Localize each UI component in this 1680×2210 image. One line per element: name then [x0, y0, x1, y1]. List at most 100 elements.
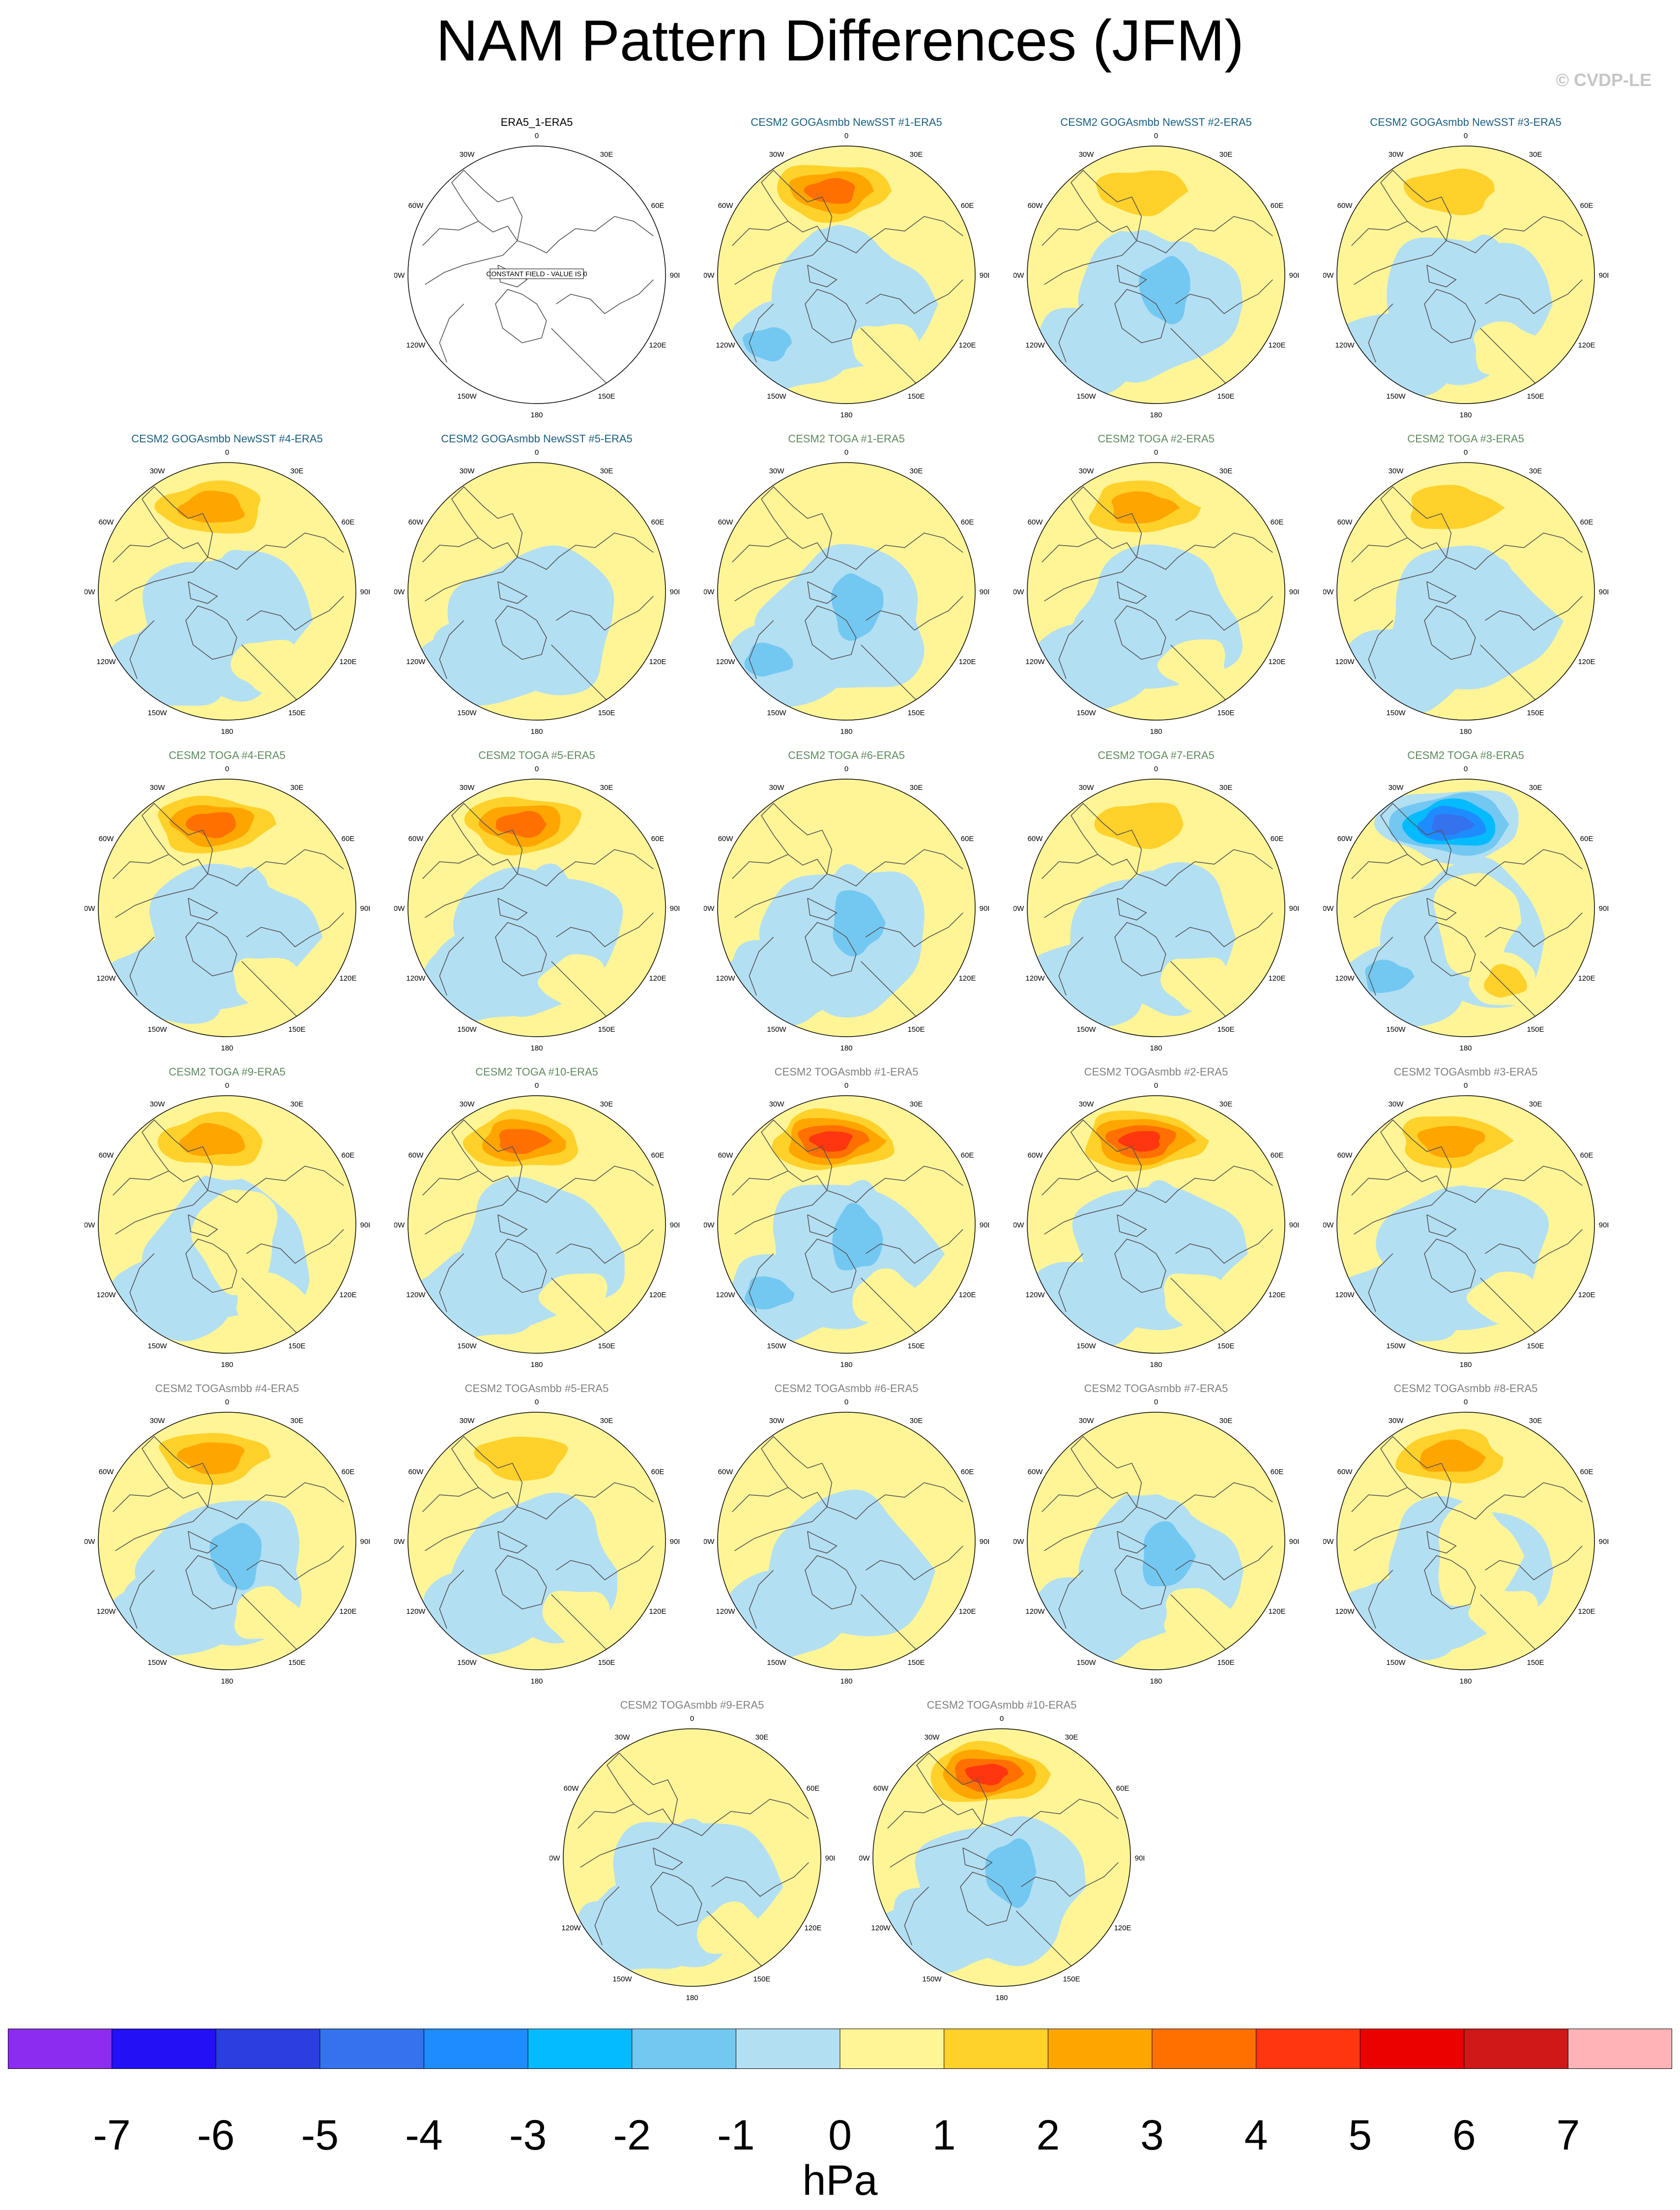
longitude-label: 60E: [651, 1151, 665, 1160]
longitude-label: 60E: [961, 1151, 974, 1160]
longitude-label: 30E: [910, 467, 923, 475]
longitude-label: 60E: [1580, 518, 1593, 526]
longitude-label: 30W: [769, 1417, 785, 1425]
coastline: [805, 605, 857, 660]
polar-center-level-1: [1127, 1180, 1210, 1291]
colorbar-swatch: [1568, 2029, 1672, 2068]
longitude-label: 150W: [457, 1342, 477, 1350]
coastline: [517, 849, 654, 887]
longitude-label: 30W: [1079, 150, 1095, 159]
longitude-label: 150E: [598, 1342, 615, 1350]
longitude-label: 150W: [147, 709, 167, 717]
longitude-label: 120W: [716, 658, 735, 666]
coastline: [1351, 1170, 1447, 1235]
longitude-label: 150E: [598, 709, 615, 717]
longitude-label: 30E: [290, 467, 304, 475]
longitude-label: 60E: [1116, 1784, 1130, 1793]
coastline: [1042, 1487, 1137, 1551]
coastline: [451, 486, 523, 557]
longitude-label: 150E: [1217, 1025, 1234, 1034]
map-panel: CESM2 TOGAsmbb #5-ERA5 180 150E 120E 90E 60E 3…: [394, 1382, 679, 1689]
longitude-label: 150W: [767, 1025, 786, 1034]
longitude-label: 120E: [1578, 1291, 1595, 1299]
coastline: [1114, 605, 1166, 660]
longitude-label: 180: [530, 1044, 543, 1052]
longitude-label: 60W: [718, 518, 734, 526]
longitude-label: 0: [1464, 448, 1468, 457]
coastline: [188, 898, 218, 921]
longitude-label: 30E: [1529, 1417, 1542, 1425]
longitude-label: 120W: [1025, 658, 1045, 666]
longitude-label: 90W: [85, 904, 95, 913]
longitude-label: 30W: [1389, 150, 1404, 159]
longitude-label: 150E: [1527, 1342, 1544, 1350]
longitude-label: 90E: [1599, 1538, 1608, 1546]
map-panel: CESM2 GOGAsmbb NewSST #2-ERA5 180 150E 120E…: [1014, 116, 1299, 423]
map-panel: CESM2 TOGAsmbb #6-ERA5 180 150E 120E 90E 60E 3…: [704, 1382, 989, 1689]
coastline: [1446, 1165, 1583, 1203]
pacific-center-level-1: [759, 788, 909, 864]
longitude-label: 120W: [406, 658, 426, 666]
longitude-label: 60E: [342, 518, 355, 526]
longitude-label: 90E: [670, 904, 679, 913]
coastline: [861, 961, 920, 1020]
coastline: [749, 1570, 774, 1629]
longitude-label: 30E: [600, 467, 613, 475]
coastline: [517, 1165, 654, 1203]
coastline: [246, 1229, 344, 1264]
longitude-label: 90E: [980, 1538, 989, 1546]
coastline: [805, 1555, 857, 1610]
coastline: [556, 1229, 654, 1264]
atlantic-center-level-2: [1365, 960, 1415, 993]
coastline: [1368, 1253, 1393, 1312]
coastline: [1368, 936, 1393, 996]
credit-watermark: © CVDP-LE: [1556, 70, 1651, 90]
longitude-label: 120W: [406, 974, 426, 983]
coastline: [1426, 898, 1457, 921]
coastline: [1170, 1594, 1229, 1653]
colorbar-tick-label: 2: [1036, 2112, 1060, 2159]
coastline: [1058, 1570, 1084, 1629]
longitude-label: 0: [225, 1081, 229, 1090]
coastline: [188, 1214, 218, 1237]
coastline: [606, 1752, 678, 1824]
longitude-label: 90W: [859, 1854, 870, 1862]
map-border: [717, 1095, 976, 1354]
longitude-label: 180: [1459, 1044, 1472, 1052]
longitude-label: 180: [840, 1361, 852, 1369]
coastline: [1424, 922, 1476, 977]
coastline: [1175, 279, 1273, 315]
longitude-label: 150W: [147, 1025, 167, 1034]
eurasia-center-level-1: [538, 954, 608, 1007]
longitude-label: 60W: [99, 518, 115, 526]
coastline: [1368, 303, 1393, 363]
longitude-label: 90W: [1323, 1221, 1334, 1229]
coastline: [578, 1803, 673, 1868]
longitude-label: 90W: [85, 1538, 95, 1546]
longitude-label: 30W: [460, 1100, 475, 1108]
pacific-center-level-2: [1403, 168, 1495, 215]
longitude-label: 150W: [1386, 1658, 1406, 1667]
pacific-center-level-2: [1096, 170, 1188, 216]
longitude-label: 120W: [561, 1924, 581, 1932]
longitude-label: 90E: [980, 1221, 989, 1229]
coastline: [653, 1847, 683, 1870]
coastline: [861, 328, 920, 387]
colorbar-tick-label: 6: [1452, 2112, 1476, 2159]
polar-center-level-1: [1128, 871, 1215, 978]
coastline: [497, 1214, 528, 1237]
longitude-label: 150E: [288, 1342, 305, 1350]
coastline: [1136, 532, 1273, 570]
longitude-label: 180: [530, 727, 543, 736]
coastline: [495, 605, 547, 660]
polar-map: 180 150E 120E 90E 60E 30E 0 30W 60W 90W 120W 150W: [85, 448, 370, 736]
map-panel: CESM2 TOGA #3-ERA5 180 150E 120E 90E 60E 30E 0 3…: [1323, 433, 1608, 739]
colorbar-tick-label: 3: [1140, 2112, 1164, 2159]
longitude-label: 90E: [1135, 1854, 1144, 1862]
longitude-label: 0: [844, 1081, 848, 1090]
longitude-label: 120W: [96, 1607, 116, 1616]
coastline: [760, 170, 833, 241]
colorbar-tick-label: -7: [93, 2112, 131, 2159]
longitude-label: 150E: [598, 1025, 615, 1034]
longitude-label: 30W: [1389, 467, 1404, 475]
